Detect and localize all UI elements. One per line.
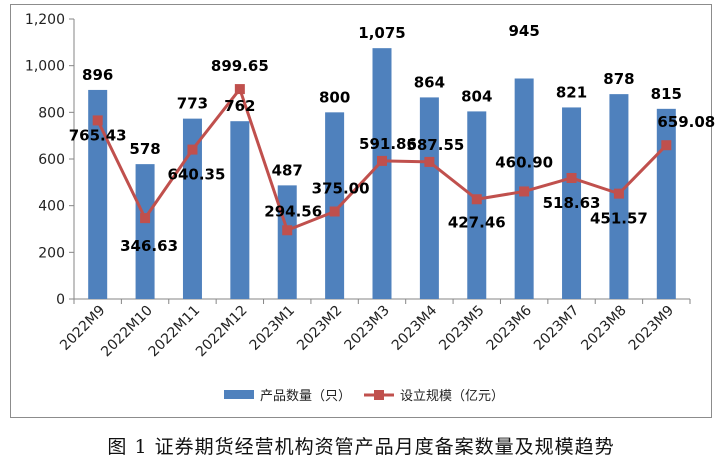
line-marker [661,140,672,151]
bar-value-label: 804 [461,87,492,105]
bar-value-label: 773 [177,95,208,113]
line-value-label: 346.63 [120,237,178,255]
x-tick-label: 2023M5 [436,303,487,354]
bar-value-label: 945 [508,22,539,40]
y-tick-label: 1,000 [25,59,65,75]
line-marker [187,144,198,155]
chart-frame [10,4,712,418]
bar [372,48,392,299]
bar-value-label: 800 [319,88,350,106]
line-marker [140,213,151,224]
line-value-label: 294.56 [264,202,322,220]
bar [656,108,676,299]
y-tick-label: 600 [38,152,65,168]
line-marker [471,194,482,205]
line-value-label: 518.63 [543,194,601,212]
bar [562,107,582,299]
legend-swatch-marker [374,390,384,400]
bar-value-label: 864 [414,73,445,91]
bar-value-label: 578 [129,140,160,158]
bar [325,112,345,299]
y-tick-label: 1,200 [25,12,65,28]
figure-caption: 图 1 证券期货经营机构资管产品月度备案数量及规模趋势 [107,436,615,458]
x-tick-label: 2023M3 [341,303,392,354]
y-tick-label: 0 [56,292,65,308]
x-tick-label: 2023M6 [484,302,535,353]
bar [467,111,487,300]
x-tick-label: 2023M7 [531,303,582,354]
line-marker [282,225,293,236]
legend-swatch-bar [224,390,254,399]
bar-value-label: 821 [556,83,587,101]
line-value-label: 427.46 [448,213,506,231]
bar-value-label: 487 [272,161,303,179]
bar-value-label: 1,075 [358,24,405,42]
legend-label-line: 设立规模（亿元） [400,389,504,404]
line-marker [92,115,103,126]
line-marker [566,172,577,183]
x-tick-label: 2023M4 [389,302,440,353]
y-tick-label: 200 [38,245,65,261]
bar [182,118,202,299]
bar-value-label: 896 [82,66,113,84]
bar [419,97,439,300]
line-value-label: 460.90 [495,153,553,171]
x-tick-label: 2023M9 [626,303,677,354]
x-tick-label: 2022M12 [193,303,251,361]
bar [88,89,108,299]
bar [135,164,155,299]
line-value-label: 591.86 [359,135,417,153]
x-tick-label: 2023M1 [247,303,298,354]
legend-label-bar: 产品数量（只） [260,389,351,404]
line-value-label: 659.08 [657,113,715,131]
x-tick-label: 2023M2 [294,303,345,354]
line-value-label: 587.55 [406,136,464,154]
x-tick-label: 2023M8 [578,303,629,354]
line-value-label: 765.43 [69,126,127,144]
line-value-label: 640.35 [168,166,226,184]
line-marker [377,155,387,166]
line-marker [234,84,245,95]
bar-value-label: 878 [603,70,634,88]
y-tick-label: 800 [38,105,65,121]
bar-value-label: 815 [651,85,682,103]
line-marker [424,156,435,167]
line-value-label: 375.00 [312,180,370,198]
bar [230,121,250,299]
line-value-label: 451.57 [590,210,648,228]
line-marker [613,188,624,199]
y-tick-label: 400 [38,199,65,215]
line-marker [519,186,530,197]
line-marker [329,206,340,217]
bar-value-label: 762 [224,97,255,115]
line-value-label: 899.65 [211,57,269,75]
